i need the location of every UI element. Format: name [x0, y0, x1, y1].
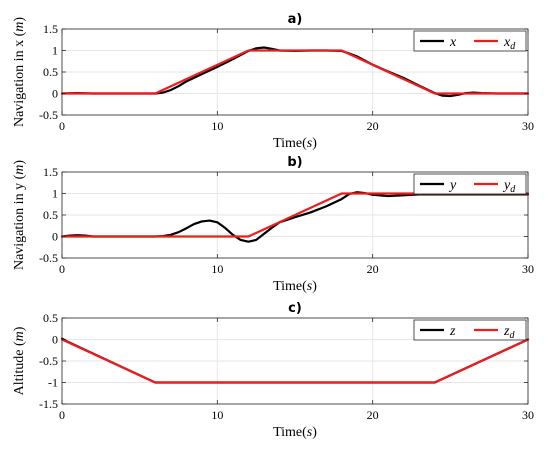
x-tick-label: 30 [522, 262, 534, 276]
y-tick-label: -1.5 [39, 397, 58, 411]
x-tick-label: 0 [59, 262, 65, 276]
chart-title: c) [288, 301, 302, 316]
legend-label-z_d: zd [503, 324, 515, 341]
series-line-z_d [60, 338, 530, 384]
y-tick-label: 0.5 [43, 311, 58, 325]
y-tick-label: -0.5 [39, 354, 58, 368]
y-axis-label: Navigation in x (m) [12, 17, 27, 127]
y-tick-label: 0 [52, 230, 58, 244]
x-tick-label: 10 [211, 262, 223, 276]
legend-label-y: y [448, 178, 457, 193]
y-tick-label: 0 [52, 333, 58, 347]
y-tick-label: 1.5 [43, 165, 58, 179]
y-tick-label: 0.5 [43, 208, 58, 222]
y-tick-label: -0.5 [39, 251, 58, 265]
chart-panel-2: 0 10 20 30 -1.5 -1 -0.5 0 0.5 c) Time(s) Altitude (… [12, 301, 534, 440]
x-tick-label: 20 [367, 262, 379, 276]
chart-panel-1: 0 10 20 30-0.500.511.5b)Time(s)Navigation i… [12, 155, 534, 294]
legend-box [413, 319, 527, 341]
y-tick-label: 1 [52, 187, 58, 201]
chart-title: b) [287, 155, 302, 170]
x-tick-label: 20 [367, 119, 379, 133]
legend-label-x: x [449, 35, 457, 50]
y-axis-label: Altitude (m) [12, 326, 27, 395]
y-tick-label: 1 [52, 44, 58, 58]
y-tick-label: -1 [48, 376, 58, 390]
series-line-x_d [60, 49, 530, 95]
x-tick-label: 10 [211, 408, 223, 422]
x-tick-label: 20 [367, 408, 379, 422]
x-tick-label: 0 [59, 408, 65, 422]
x-tick-label: 10 [211, 119, 223, 133]
x-tick-label: 30 [522, 119, 534, 133]
legend-label-y_d: yd [502, 178, 516, 195]
x-tick-label: 30 [522, 408, 534, 422]
legend: z zd [413, 319, 527, 341]
y-axis-label: Navigation in y (m) [12, 160, 27, 270]
y-tick-label: -0.5 [39, 108, 58, 122]
x-axis-label: Time(s) [273, 279, 317, 294]
legend-box [413, 173, 527, 195]
x-axis-label: Time(s) [273, 425, 317, 440]
chart-panel-0: 0 10 20 30-0.500.511.5a)Time(s)Navigation i… [12, 12, 534, 151]
chart-title: a) [288, 12, 303, 27]
y-tick-label: 0 [52, 87, 58, 101]
y-tick-label: 0.5 [43, 65, 58, 79]
y-tick-label: 1.5 [43, 22, 58, 36]
series-line-y_d [60, 192, 530, 238]
legend-box [413, 30, 527, 52]
x-tick-label: 0 [59, 119, 65, 133]
legend-label-x_d: xd [503, 35, 516, 52]
legend: y yd [413, 173, 527, 195]
x-axis-label: Time(s) [273, 136, 317, 151]
legend: x xd [413, 30, 527, 52]
legend-label-z: z [449, 324, 456, 339]
